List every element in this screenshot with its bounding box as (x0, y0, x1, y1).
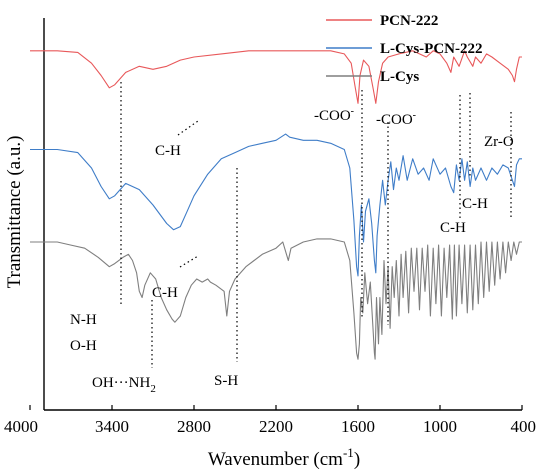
ref-line-ch-top (177, 120, 199, 136)
reference-lines (120, 82, 512, 368)
legend-label-pcn222: PCN-222 (380, 13, 438, 29)
ann-nh: N-H (70, 312, 97, 328)
ann-oh: O-H (70, 338, 97, 354)
series-line-2 (30, 238, 522, 360)
ann-coo-1470-main: -COO (376, 112, 413, 128)
ann-coo-1600-sup: - (351, 106, 354, 117)
ann-ohnh2-b: NH (129, 375, 151, 391)
ann-ohnh2-sub: 2 (150, 383, 156, 395)
ann-ch-mid: C-H (152, 285, 178, 301)
ann-coo-1470: -COO- (376, 110, 416, 128)
series-layer (30, 50, 522, 360)
annotations: -COO- -COO- C-H Zr-O C-H C-H C-H N-H O-H… (70, 106, 514, 395)
ann-zro: Zr-O (484, 134, 514, 150)
x-tick-label: 4000 (4, 417, 38, 436)
x-axis-title: Wavenumber (cm-1) (208, 445, 360, 470)
x-axis-title-sup: -1 (343, 445, 354, 460)
ann-coo-1600: -COO- (314, 106, 354, 124)
x-tick-label: 3400 (95, 417, 129, 436)
ref-line-ch-mid (179, 255, 199, 268)
x-tick-label: 1600 (341, 417, 375, 436)
x-axis-title-main: Wavenumber (cm (208, 449, 343, 470)
x-tick-label: 2200 (259, 417, 293, 436)
ann-ch-right-high: C-H (462, 196, 488, 212)
ann-ch-top: C-H (155, 143, 181, 159)
ann-ohnh2: OH···NH2 (92, 375, 156, 395)
legend: PCN-222 L-Cys-PCN-222 L-Cys (326, 13, 483, 85)
ann-sh: S-H (214, 373, 238, 389)
ann-ohnh2-dots: ··· (114, 375, 129, 391)
y-axis-title: Transmittance (a.u.) (4, 136, 25, 289)
x-axis-title-end: ) (354, 449, 360, 470)
ann-coo-1600-main: -COO (314, 108, 351, 124)
ann-ohnh2-a: OH (92, 375, 114, 391)
ann-ch-right-low: C-H (440, 220, 466, 236)
legend-label-lcys: L-Cys (380, 69, 419, 85)
x-ticks: 4000 3400 2800 2200 1600 1000 400 (4, 405, 536, 436)
x-tick-label: 400 (511, 417, 537, 436)
x-tick-label: 2800 (177, 417, 211, 436)
legend-label-lcys-pcn222: L-Cys-PCN-222 (380, 41, 483, 57)
x-tick-label: 1000 (423, 417, 457, 436)
series-line-0 (30, 50, 522, 104)
series-line-1 (30, 133, 522, 277)
ann-coo-1470-sup: - (413, 110, 416, 121)
